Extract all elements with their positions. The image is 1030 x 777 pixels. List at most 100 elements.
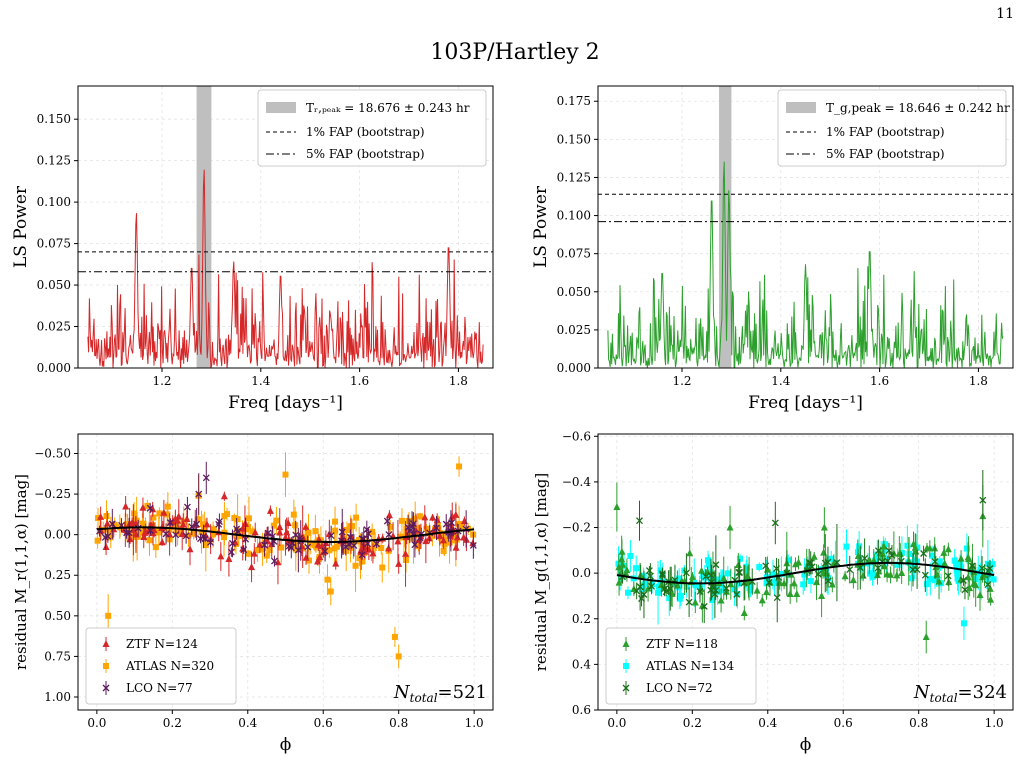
data-point xyxy=(166,519,174,527)
data-point xyxy=(442,536,449,543)
legend: ZTF N=118 ATLAS N=134 LCO N=72 xyxy=(605,627,757,705)
data-point xyxy=(941,559,949,567)
x-tick-label: 1.4 xyxy=(771,374,790,388)
data-point xyxy=(666,595,673,602)
data-point xyxy=(314,540,322,548)
data-point xyxy=(254,547,261,554)
data-point xyxy=(873,571,881,579)
data-point xyxy=(343,526,350,533)
data-point xyxy=(762,562,770,570)
x-tick-label: 1.2 xyxy=(152,374,171,388)
data-point xyxy=(869,570,876,577)
data-point xyxy=(436,531,444,539)
y-axis-label: residual M_g(1,1,α) [mag] xyxy=(532,473,550,671)
plot-frame xyxy=(77,85,494,369)
data-point xyxy=(633,565,640,572)
data-point xyxy=(133,517,140,524)
data-point xyxy=(175,512,183,520)
data-point xyxy=(990,576,997,583)
data-point xyxy=(771,580,778,587)
data-point xyxy=(734,561,742,569)
data-point xyxy=(673,581,681,589)
data-point xyxy=(951,557,958,564)
data-point xyxy=(140,532,148,540)
data-point xyxy=(172,531,180,539)
data-point xyxy=(190,530,197,537)
data-point xyxy=(433,515,441,523)
data-point xyxy=(711,590,719,598)
data-point xyxy=(210,526,217,533)
data-point xyxy=(682,569,690,577)
data-point xyxy=(324,576,331,583)
y-tick-label: 0.050 xyxy=(37,278,71,292)
data-point xyxy=(657,580,665,588)
data-point xyxy=(619,560,627,568)
data-point xyxy=(108,520,116,528)
y-axis-label: residual M_r(1,1,α) [mag] xyxy=(12,474,30,670)
data-point xyxy=(700,602,708,610)
data-point xyxy=(976,590,984,598)
y-tick-label: 0.000 xyxy=(37,361,71,375)
data-point xyxy=(649,581,656,588)
data-point xyxy=(735,580,742,587)
x-tick-label: 0.4 xyxy=(238,716,257,730)
data-point xyxy=(778,570,785,577)
data-point xyxy=(338,528,346,536)
legend-box xyxy=(605,627,757,705)
data-point xyxy=(646,572,654,580)
data-point xyxy=(385,544,393,552)
data-point xyxy=(160,508,168,516)
data-point xyxy=(810,552,818,560)
data-point xyxy=(880,547,887,554)
data-point xyxy=(960,620,967,627)
legend-label: 5% FAP (bootstrap) xyxy=(306,147,425,161)
data-point xyxy=(944,572,952,580)
data-point xyxy=(936,558,943,565)
legend-label: ZTF N=124 xyxy=(126,637,198,651)
data-point xyxy=(228,539,236,547)
data-point xyxy=(227,548,235,556)
data-point xyxy=(633,587,641,595)
x-tick-label: 0.2 xyxy=(683,716,702,730)
data-point xyxy=(239,524,247,532)
data-point xyxy=(658,570,666,578)
data-point xyxy=(202,542,209,549)
x-tick-label: 1.2 xyxy=(672,374,691,388)
data-point xyxy=(648,582,656,590)
x-tick-label: 0.8 xyxy=(389,716,408,730)
data-point xyxy=(414,525,421,532)
data-point xyxy=(197,535,204,543)
data-point xyxy=(807,578,814,585)
data-point xyxy=(137,529,144,536)
data-point xyxy=(100,526,107,533)
data-point xyxy=(139,503,147,511)
data-point xyxy=(940,548,948,556)
data-point xyxy=(282,471,289,478)
data-point xyxy=(283,528,291,536)
data-point xyxy=(833,559,841,567)
data-point xyxy=(405,531,412,538)
data-point xyxy=(456,521,463,528)
data-point xyxy=(465,525,472,532)
data-point xyxy=(756,564,763,571)
y-tick-label: −0.4 xyxy=(562,475,592,489)
data-point xyxy=(820,548,828,556)
data-point xyxy=(923,581,930,588)
data-point xyxy=(888,551,896,559)
plot-frame xyxy=(77,433,494,711)
data-point xyxy=(383,517,391,525)
data-point xyxy=(677,592,684,599)
data-point xyxy=(989,561,996,568)
total-count-label: Ntotal=324 xyxy=(913,682,1007,705)
data-point xyxy=(740,608,748,616)
y-tick-label: 0.025 xyxy=(37,320,71,334)
data-point xyxy=(780,579,788,587)
data-point xyxy=(416,513,423,520)
data-point xyxy=(256,540,264,548)
data-point xyxy=(452,543,460,551)
data-point xyxy=(150,526,158,534)
legend-box xyxy=(777,89,1007,167)
data-point xyxy=(446,539,453,546)
data-point xyxy=(963,545,970,552)
plot-area xyxy=(94,452,477,669)
